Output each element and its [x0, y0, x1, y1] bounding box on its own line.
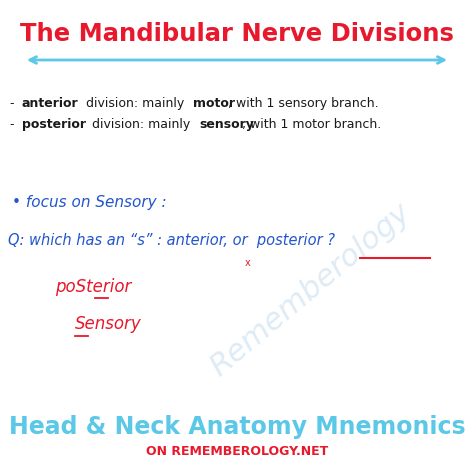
Text: -: - — [10, 118, 18, 131]
Text: • focus on Sensory :: • focus on Sensory : — [12, 195, 167, 210]
Text: poSterior: poSterior — [55, 278, 131, 296]
Text: , with 1 sensory branch.: , with 1 sensory branch. — [228, 97, 379, 110]
Text: Sensory: Sensory — [75, 315, 142, 333]
Text: anterior: anterior — [22, 97, 79, 110]
Text: division: mainly: division: mainly — [82, 97, 188, 110]
Text: division: mainly: division: mainly — [88, 118, 194, 131]
Text: x: x — [245, 258, 251, 268]
Text: , with 1 motor branch.: , with 1 motor branch. — [242, 118, 381, 131]
Text: sensory: sensory — [199, 118, 254, 131]
Text: ON REMEMBEROLOGY.NET: ON REMEMBEROLOGY.NET — [146, 445, 328, 458]
Text: Q: which has an “s” : anterior, or  posterior ?: Q: which has an “s” : anterior, or poste… — [8, 233, 335, 248]
Text: Rememberology: Rememberology — [204, 198, 416, 382]
Text: motor: motor — [193, 97, 235, 110]
Text: posterior: posterior — [22, 118, 86, 131]
Text: Head & Neck Anatomy Mnemonics: Head & Neck Anatomy Mnemonics — [9, 415, 465, 439]
Text: -: - — [10, 97, 18, 110]
Text: The Mandibular Nerve Divisions: The Mandibular Nerve Divisions — [20, 22, 454, 46]
